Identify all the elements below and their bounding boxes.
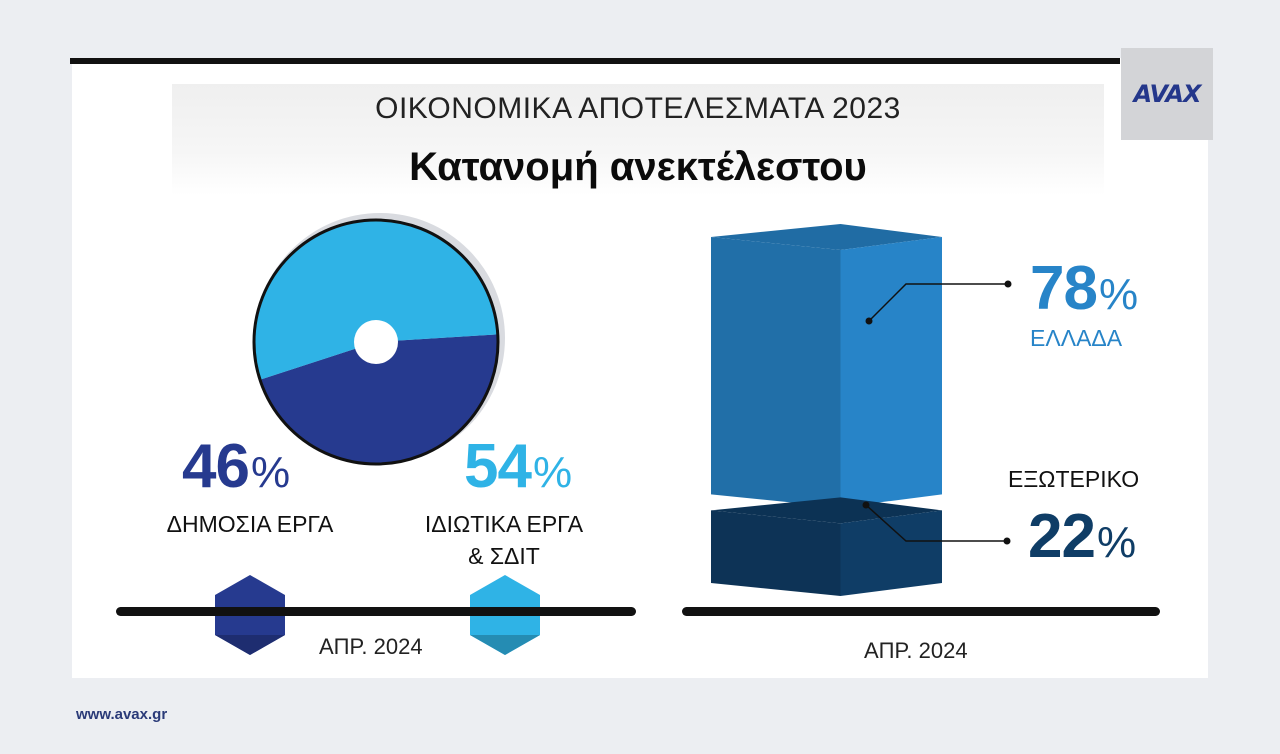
bar-value-greece-number: 78	[1030, 254, 1098, 323]
website-link[interactable]: www.avax.gr	[76, 706, 168, 723]
bar-timeline	[682, 607, 1160, 616]
pie-label-private-line-1: ΙΔΙΩΤΙΚΑ ΕΡΓΑ	[424, 511, 584, 537]
leader-abroad-dot-end	[1003, 537, 1011, 545]
brand-logo-text: AVAX	[1133, 80, 1202, 108]
bar-greece-top	[711, 224, 942, 250]
pie-value-public-number: 46	[182, 432, 250, 501]
pie-value-private-sign: %	[532, 448, 572, 497]
bar-value-abroad-sign: %	[1096, 518, 1136, 567]
bar-greece-left	[711, 237, 841, 508]
top-rule	[70, 58, 1120, 64]
bar-date: ΑΠΡ. 2024	[864, 638, 968, 663]
bar-value-abroad-number: 22	[1028, 502, 1096, 571]
page-title: Κατανομή ανεκτέλεστου	[409, 145, 867, 189]
bar-value-greece-sign: %	[1098, 270, 1138, 319]
pie-timeline	[116, 607, 636, 616]
pie-center-hole	[354, 320, 398, 364]
leader-greece-dot-end	[1004, 280, 1012, 288]
leader-greece-dot-start	[865, 317, 873, 325]
pie-value-public: 46%	[182, 436, 290, 498]
page-supertitle: ΟΙΚΟΝΟΜΙΚΑ ΑΠΟΤΕΛΕΣΜΑΤΑ 2023	[375, 92, 901, 125]
bar-label-greece: ΕΛΛΑΔΑ	[1030, 325, 1123, 351]
pie-slice-private	[254, 220, 498, 380]
bar-abroad-left	[711, 510, 841, 596]
bar-abroad-right	[840, 510, 942, 596]
leader-abroad	[865, 504, 1007, 542]
marker-hexagon-public-bottom	[215, 635, 285, 655]
bar-label-abroad: ΕΞΩΤΕΡΙΚΟ	[1008, 466, 1140, 492]
bar-greece-right	[840, 237, 942, 508]
pie-date: ΑΠΡ. 2024	[319, 634, 423, 659]
pie-value-private-number: 54	[464, 432, 532, 501]
pie-label-private-line-2: & ΣΔΙΤ	[468, 543, 540, 570]
bar-abroad-top	[711, 497, 942, 524]
pie-slice-public	[259, 334, 499, 465]
brand-logo[interactable]: AVAX	[1121, 48, 1213, 140]
pie-outline	[252, 218, 500, 466]
leader-abroad-dot-start	[862, 501, 870, 509]
header-band	[172, 84, 1104, 196]
pie-label-public: ΔΗΜΟΣΙΑ ΕΡΓΑ	[166, 511, 334, 537]
pie-value-public-sign: %	[250, 448, 290, 497]
leader-greece	[868, 283, 1008, 322]
bar-value-abroad: 22%	[1028, 506, 1136, 568]
bar-value-greece: 78%	[1030, 258, 1138, 320]
marker-hexagon-private-bottom	[470, 635, 540, 655]
pie-value-private: 54%	[464, 436, 572, 498]
pie-label-private: ΙΔΙΩΤΙΚΑ ΕΡΓΑ & ΣΔΙΤ	[404, 508, 604, 572]
